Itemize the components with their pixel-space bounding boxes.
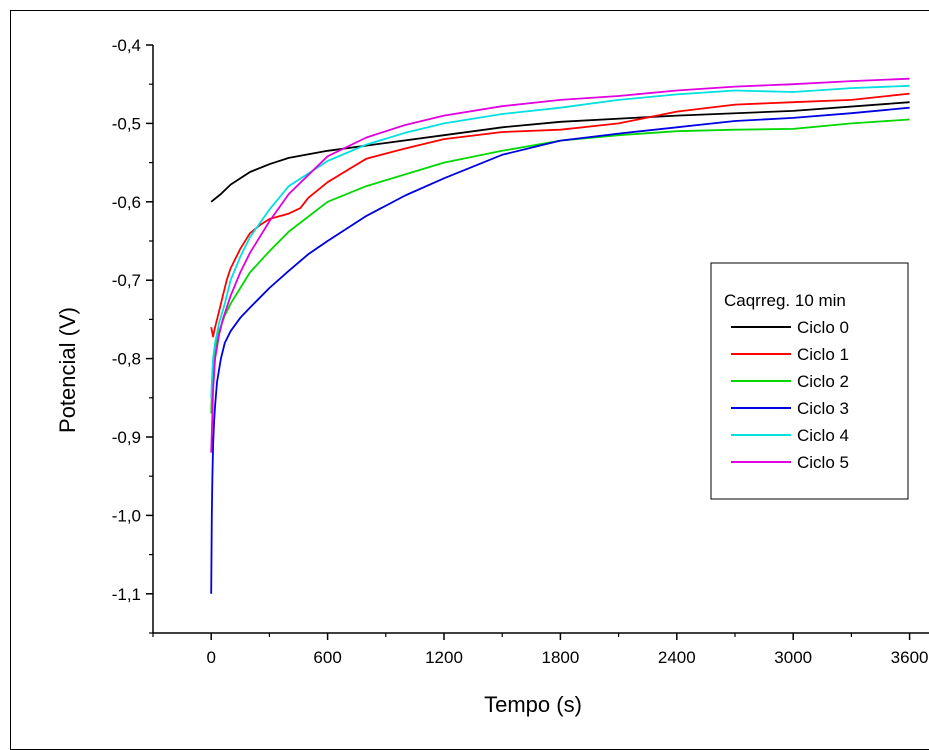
- x-tick-label: 1200: [425, 648, 463, 667]
- series-lines: [210, 77, 910, 594]
- x-tick-label: 0: [206, 648, 215, 667]
- x-axis-title: Tempo (s): [484, 692, 582, 717]
- y-tick-label: -0,4: [112, 36, 141, 55]
- series-line-3: [210, 106, 910, 594]
- y-tick-label: -1,1: [112, 585, 141, 604]
- legend: Caqrreg. 10 min Ciclo 0 Ciclo 1 Ciclo 2 Cic…: [710, 262, 909, 500]
- y-tick-label: -1,0: [112, 506, 141, 525]
- y-tick-label: -0,8: [112, 350, 141, 369]
- legend-label: Ciclo 2: [797, 372, 849, 391]
- x-tick-label: 600: [313, 648, 341, 667]
- legend-label: Ciclo 4: [797, 426, 849, 445]
- axes: -1,1 -1,0 -0,9 -0,8 -0,7 -0,6 -0,5 -0,4 0 600 1200…: [112, 36, 929, 667]
- x-tick-label: 3600: [891, 648, 929, 667]
- y-tick-label: -0,9: [112, 428, 141, 447]
- series-line-0: [210, 101, 910, 203]
- legend-label: Ciclo 5: [797, 453, 849, 472]
- series-line-4: [210, 84, 910, 398]
- legend-label: Ciclo 1: [797, 345, 849, 364]
- legend-label: Ciclo 3: [797, 399, 849, 418]
- line-chart: -1,1 -1,0 -0,9 -0,8 -0,7 -0,6 -0,5 -0,4 0 600 1200…: [55, 36, 929, 717]
- x-tick-label: 3000: [774, 648, 812, 667]
- y-tick-label: -0,6: [112, 193, 141, 212]
- x-tick-label: 1800: [541, 648, 579, 667]
- y-axis-title: Potencial (V): [55, 307, 80, 433]
- series-line-1: [210, 92, 910, 338]
- y-tick-label: -0,7: [112, 271, 141, 290]
- y-tick-label: -0,5: [112, 114, 141, 133]
- legend-label: Ciclo 0: [797, 318, 849, 337]
- series-line-5: [210, 77, 910, 453]
- legend-title: Caqrreg. 10 min: [724, 291, 846, 310]
- x-tick-label: 2400: [658, 648, 696, 667]
